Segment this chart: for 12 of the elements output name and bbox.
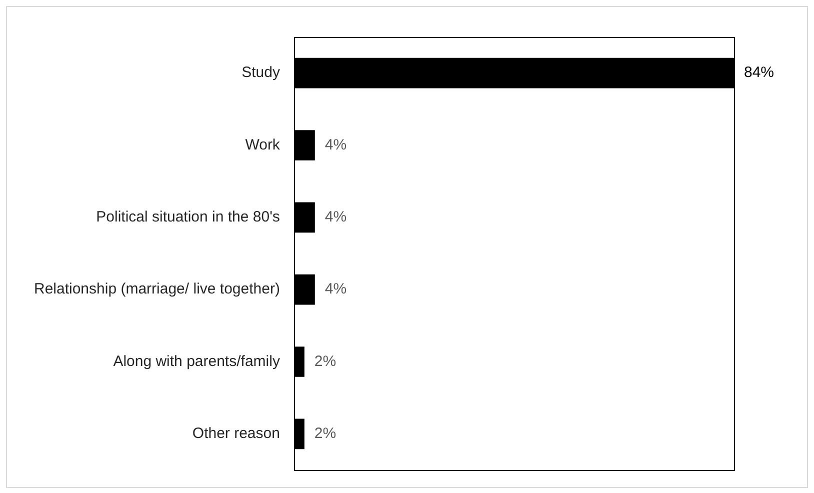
- data-label: 4%: [324, 280, 347, 298]
- y-tick-label: Other reason: [192, 425, 280, 442]
- data-label: 2%: [314, 425, 336, 442]
- y-tick-label: Relationship (marriage/ live together): [34, 280, 280, 298]
- y-tick-label: Political situation in the 80's: [96, 208, 280, 226]
- y-tick-label: Work: [245, 136, 280, 154]
- data-label: 2%: [314, 352, 336, 370]
- y-tick-label: Along with parents/family: [113, 352, 280, 370]
- data-label: 4%: [324, 136, 347, 154]
- y-tick-label: Study: [242, 64, 280, 82]
- data-label: 4%: [324, 208, 347, 226]
- data-label: 84%: [744, 64, 774, 82]
